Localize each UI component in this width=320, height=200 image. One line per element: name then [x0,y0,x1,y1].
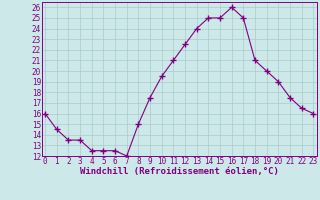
X-axis label: Windchill (Refroidissement éolien,°C): Windchill (Refroidissement éolien,°C) [80,167,279,176]
